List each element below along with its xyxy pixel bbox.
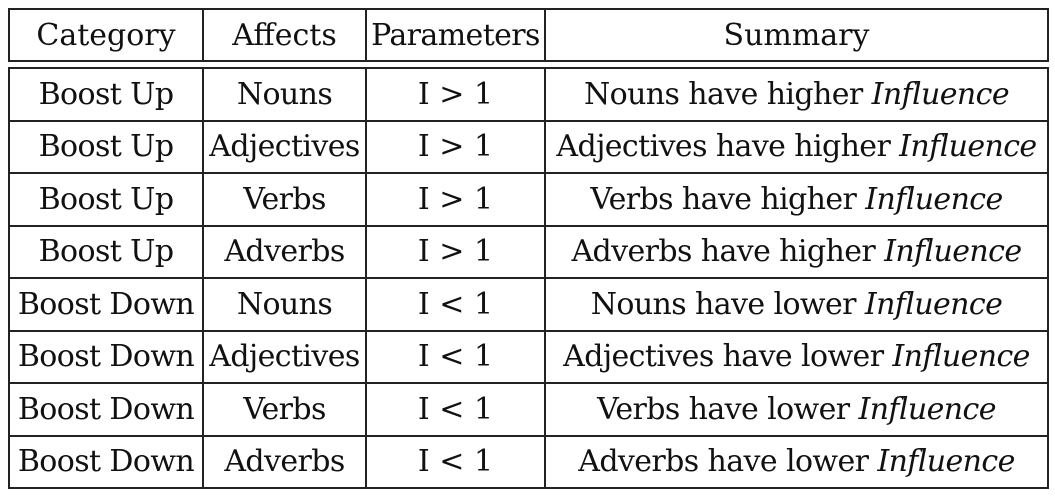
cell-affects: Nouns (202, 278, 367, 332)
cell-summary: Adjectives have higher Influence (544, 120, 1049, 174)
header-category: Category (8, 8, 204, 62)
summary-emphasis: Influence (865, 181, 1003, 217)
cell-category: Boost Up (8, 173, 204, 227)
summary-emphasis: Influence (892, 339, 1030, 375)
table-row: Boost Down Nouns I < 1 Nouns have lower … (8, 278, 1049, 332)
header-affects: Affects (202, 8, 367, 62)
summary-emphasis: Influence (877, 444, 1015, 480)
table-row: Boost Up Nouns I > 1 Nouns have higher I… (8, 68, 1049, 122)
boost-table: Category Affects Parameters Summary Boos… (8, 8, 1049, 489)
cell-parameters: I > 1 (365, 173, 546, 227)
cell-category: Boost Down (8, 330, 204, 384)
cell-category: Boost Down (8, 278, 204, 332)
cell-affects: Nouns (202, 68, 367, 122)
cell-summary: Adverbs have higher Influence (544, 225, 1049, 279)
cell-summary: Adverbs have lower Influence (544, 435, 1049, 489)
table-row: Boost Down Adverbs I < 1 Adverbs have lo… (8, 435, 1049, 489)
table-row: Boost Down Adjectives I < 1 Adjectives h… (8, 330, 1049, 384)
table-row: Boost Up Adjectives I > 1 Adjectives hav… (8, 120, 1049, 174)
cell-parameters: I > 1 (365, 225, 546, 279)
cell-parameters: I < 1 (365, 383, 546, 437)
header-summary: Summary (544, 8, 1049, 62)
summary-text: Nouns have higher (583, 76, 863, 112)
cell-category: Boost Down (8, 383, 204, 437)
header-row: Category Affects Parameters Summary (8, 8, 1049, 62)
cell-affects: Adjectives (202, 120, 367, 174)
cell-affects: Adjectives (202, 330, 367, 384)
double-rule (9, 61, 1048, 69)
summary-emphasis: Influence (871, 76, 1010, 112)
table-row: Boost Up Adverbs I > 1 Adverbs have high… (8, 225, 1049, 279)
cell-summary: Nouns have higher Influence (544, 68, 1049, 122)
cell-summary: Verbs have lower Influence (544, 383, 1049, 437)
header-separator (9, 61, 1048, 69)
cell-category: Boost Down (8, 435, 204, 489)
cell-parameters: I < 1 (365, 435, 546, 489)
table-body: Boost Up Nouns I > 1 Nouns have higher I… (8, 68, 1049, 489)
table-header: Category Affects Parameters Summary (8, 8, 1049, 62)
summary-text: Adverbs have lower (578, 444, 869, 480)
cell-summary: Adjectives have lower Influence (544, 330, 1049, 384)
summary-text: Verbs have lower (597, 391, 850, 427)
summary-emphasis: Influence (884, 234, 1022, 270)
summary-text: Adverbs have higher (571, 234, 876, 270)
header-parameters: Parameters (365, 8, 546, 62)
double-rule-cell (9, 61, 1048, 69)
cell-category: Boost Up (8, 68, 204, 122)
summary-text: Nouns have lower (590, 286, 857, 322)
table-row: Boost Up Verbs I > 1 Verbs have higher I… (8, 173, 1049, 227)
summary-text: Adjectives have higher (556, 129, 891, 165)
cell-affects: Verbs (202, 383, 367, 437)
cell-parameters: I < 1 (365, 330, 546, 384)
cell-parameters: I > 1 (365, 68, 546, 122)
cell-category: Boost Up (8, 225, 204, 279)
cell-affects: Adverbs (202, 225, 367, 279)
cell-affects: Adverbs (202, 435, 367, 489)
summary-emphasis: Influence (899, 129, 1037, 165)
summary-emphasis: Influence (864, 286, 1003, 322)
cell-parameters: I > 1 (365, 120, 546, 174)
summary-text: Verbs have higher (590, 181, 857, 217)
cell-affects: Verbs (202, 173, 367, 227)
cell-parameters: I < 1 (365, 278, 546, 332)
table-row: Boost Down Verbs I < 1 Verbs have lower … (8, 383, 1049, 437)
cell-summary: Nouns have lower Influence (544, 278, 1049, 332)
summary-text: Adjectives have lower (563, 339, 884, 375)
summary-emphasis: Influence (858, 391, 996, 427)
cell-summary: Verbs have higher Influence (544, 173, 1049, 227)
cell-category: Boost Up (8, 120, 204, 174)
